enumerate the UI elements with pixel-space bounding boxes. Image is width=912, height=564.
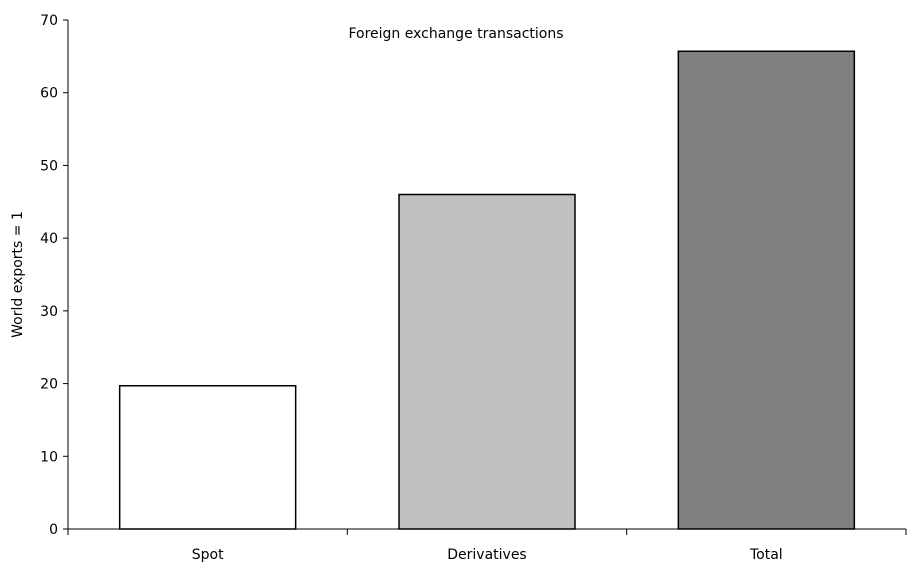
y-tick-label: 70 bbox=[40, 13, 58, 29]
x-tick-label: Derivatives bbox=[447, 547, 526, 563]
y-axis-title: World exports = 1 bbox=[10, 211, 26, 338]
y-tick-label: 0 bbox=[49, 522, 58, 538]
bar-total bbox=[677, 50, 856, 530]
bars bbox=[118, 50, 856, 530]
y-tick-label: 10 bbox=[40, 449, 58, 465]
x-tick-label: Total bbox=[749, 547, 783, 563]
bar-spot bbox=[118, 385, 297, 530]
y-tick-label: 40 bbox=[40, 231, 58, 247]
chart-title: Foreign exchange transactions bbox=[348, 26, 563, 42]
y-tick-label: 30 bbox=[40, 304, 58, 320]
x-axis: Spot Derivatives Total bbox=[67, 528, 907, 563]
y-tick-label: 50 bbox=[40, 158, 58, 174]
x-tick-label: Spot bbox=[192, 547, 224, 563]
bar-derivatives bbox=[398, 193, 576, 530]
y-tick-label: 60 bbox=[40, 86, 58, 102]
y-axis: 0 10 20 30 40 50 60 70 bbox=[40, 13, 69, 538]
y-tick-label: 20 bbox=[40, 377, 58, 393]
